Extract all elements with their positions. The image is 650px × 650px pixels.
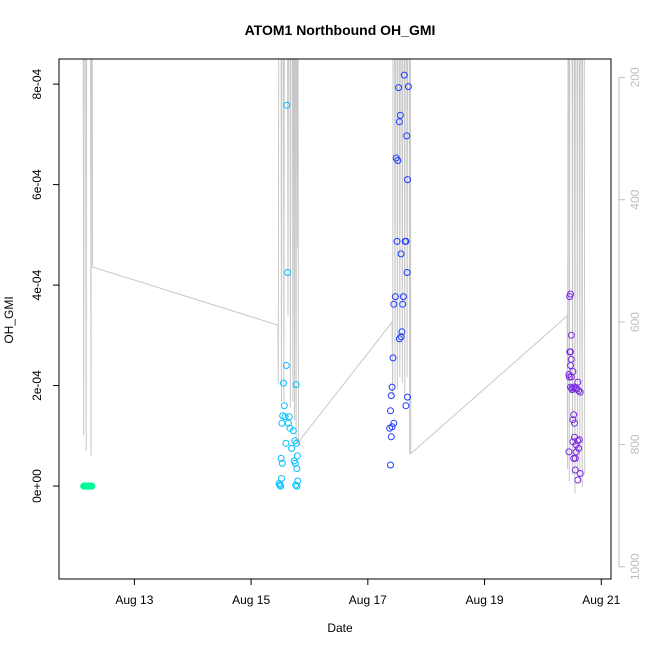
data-point xyxy=(293,465,301,472)
data-point xyxy=(576,470,584,477)
data-point xyxy=(387,461,394,469)
data-point xyxy=(387,392,395,400)
data-point xyxy=(399,300,407,308)
data-point xyxy=(574,437,582,445)
x-tick-label: Aug 21 xyxy=(582,593,620,607)
data-point xyxy=(285,413,293,421)
data-point xyxy=(572,448,580,456)
data-point xyxy=(281,413,289,421)
data-point xyxy=(571,419,578,427)
data-point xyxy=(566,293,574,301)
data-point xyxy=(280,402,288,410)
plot-box xyxy=(58,58,612,580)
data-point xyxy=(282,439,290,447)
secondary-y-axis: 200 400 600 800 1000 xyxy=(618,67,642,580)
y-tick-label: 8e-04 xyxy=(30,68,44,99)
data-point xyxy=(284,269,292,276)
data-point xyxy=(569,416,577,424)
data-point xyxy=(280,379,287,387)
data-point xyxy=(404,176,411,184)
data-point xyxy=(565,373,573,381)
data-point xyxy=(575,436,583,444)
data-point xyxy=(398,328,406,336)
data-point xyxy=(574,378,582,386)
secondary-series-line xyxy=(82,59,586,494)
data-point xyxy=(567,331,575,339)
y-tick-label: 4e-04 xyxy=(30,269,44,300)
data-point xyxy=(391,293,399,301)
data-point xyxy=(294,477,302,485)
data-point xyxy=(293,439,300,447)
secondary-tick-label: 600 xyxy=(628,312,642,332)
data-point xyxy=(400,71,408,79)
data-point xyxy=(389,354,397,362)
data-layer xyxy=(80,59,586,494)
data-point xyxy=(283,101,291,109)
data-point xyxy=(404,393,411,401)
data-point xyxy=(395,118,403,126)
data-point xyxy=(575,387,583,395)
data-point xyxy=(574,476,582,484)
data-point xyxy=(565,448,573,456)
x-tick-label: Aug 13 xyxy=(115,593,153,607)
data-point xyxy=(567,362,574,369)
y-tick-label: 2e-04 xyxy=(30,370,44,401)
y-axis-label: OH_GMI xyxy=(2,296,16,343)
data-point xyxy=(387,407,394,415)
data-point xyxy=(284,419,292,427)
data-point xyxy=(567,348,574,356)
data-point xyxy=(386,424,394,432)
data-point xyxy=(396,111,404,119)
chart-title: ATOM1 Northbound OH_GMI xyxy=(245,22,436,38)
data-point xyxy=(403,132,411,140)
data-point xyxy=(289,427,297,435)
data-point xyxy=(397,250,405,258)
data-point xyxy=(277,482,285,490)
data-point xyxy=(278,459,286,467)
data-point xyxy=(390,300,398,308)
y-axis: 0e+00 2e-04 4e-04 6e-04 8e-04 xyxy=(30,68,59,503)
data-point xyxy=(387,433,395,441)
data-point xyxy=(568,386,576,394)
data-point xyxy=(390,419,398,427)
data-point xyxy=(570,411,578,419)
data-point xyxy=(277,454,285,462)
secondary-tick-label: 200 xyxy=(628,67,642,87)
secondary-tick-label: 800 xyxy=(628,434,642,454)
data-point xyxy=(88,482,96,490)
data-point xyxy=(292,481,300,489)
x-axis: Aug 13 Aug 15 Aug 17 Aug 19 Aug 21 xyxy=(115,579,621,607)
data-point xyxy=(400,293,407,301)
x-axis-label: Date xyxy=(327,621,353,635)
x-tick-label: Aug 15 xyxy=(232,593,270,607)
data-point xyxy=(293,452,301,460)
data-point xyxy=(571,454,579,462)
secondary-tick-label: 400 xyxy=(628,189,642,209)
data-point xyxy=(278,419,286,427)
data-point xyxy=(402,402,410,410)
data-point xyxy=(293,482,301,490)
data-point xyxy=(282,362,290,369)
x-tick-label: Aug 19 xyxy=(466,593,504,607)
data-point xyxy=(397,333,405,341)
x-tick-label: Aug 17 xyxy=(349,593,387,607)
data-point xyxy=(402,237,410,245)
y-tick-label: 6e-04 xyxy=(30,169,44,200)
data-point xyxy=(292,381,300,389)
data-point xyxy=(395,335,403,343)
data-point xyxy=(288,444,296,452)
data-point xyxy=(403,269,411,276)
data-point xyxy=(276,481,284,489)
data-point xyxy=(393,237,401,245)
data-point xyxy=(576,388,584,396)
data-point xyxy=(404,83,412,91)
data-point xyxy=(394,157,402,164)
data-point xyxy=(571,466,579,474)
y-tick-label: 0e+00 xyxy=(30,469,44,503)
data-point xyxy=(388,383,396,391)
secondary-tick-label: 1000 xyxy=(628,553,642,580)
data-point xyxy=(395,84,403,92)
data-point xyxy=(567,373,575,381)
